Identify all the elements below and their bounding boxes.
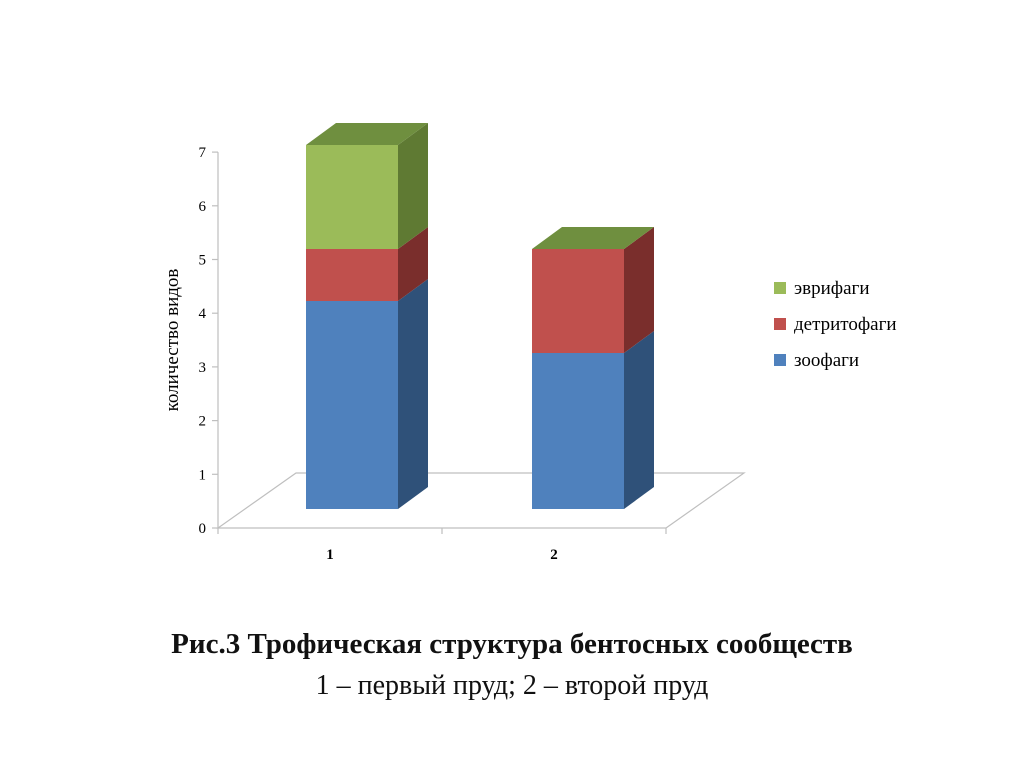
bar-segment-side [624,227,654,353]
x-category-label: 1 [326,547,334,563]
y-tick-label: 0 [199,521,207,537]
bar-segment-side [398,279,428,509]
legend: эврифаги детритофаги зоофаги [774,278,897,371]
legend-label: эврифаги [794,278,870,299]
bar-segment-front [532,249,624,353]
bar-segment-front [306,301,398,509]
legend-swatch [774,318,786,330]
bar-segment-side [398,227,428,301]
bar-top-face [306,123,428,145]
bar-top-face [532,227,654,249]
y-tick-label: 7 [199,145,207,161]
bars [306,123,654,509]
floor-plane [216,472,746,529]
bar-segment-side [398,123,428,249]
bar-segment-front [532,353,624,509]
y-tick-label: 5 [199,253,207,269]
y-tick-label: 1 [199,467,207,483]
bar-segment-front [306,145,398,249]
y-tick-label: 4 [199,306,207,322]
axis-labels: 1 2 количество видов [162,269,558,563]
y-axis-title: количество видов [162,269,183,412]
figure-caption-subtitle: 1 – первый пруд; 2 – второй пруд [315,670,709,701]
x-category-label: 2 [550,547,558,563]
legend-swatch [774,354,786,366]
figure-caption-title: Рис.3 Трофическая структура бентосных со… [171,628,853,660]
chart-floor [216,472,746,534]
stacked-bar-chart: 0 1 2 3 4 5 6 7 1 2 количество видов эврифаги детр… [162,123,897,563]
legend-label: детритофаги [794,314,897,335]
legend-label: зоофаги [794,350,859,371]
y-tick-label: 2 [199,414,207,430]
y-tick-label: 3 [199,360,207,376]
legend-swatch [774,282,786,294]
bar-segment-front [306,249,398,301]
y-axis: 0 1 2 3 4 5 6 7 [199,145,219,537]
y-tick-label: 6 [199,199,207,215]
bar-segment-side [624,331,654,509]
